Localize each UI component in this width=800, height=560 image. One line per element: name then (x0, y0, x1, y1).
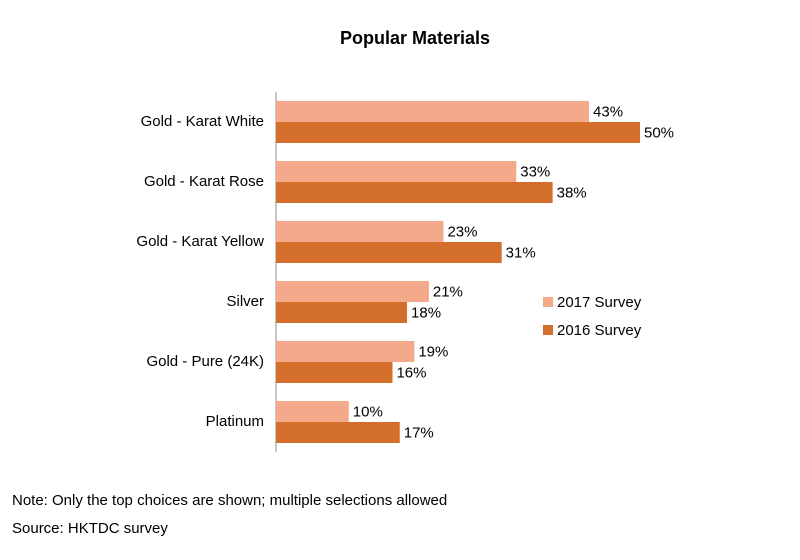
bar-series-1 (276, 341, 415, 362)
bar-series-2 (276, 242, 502, 263)
bar-series-1 (276, 101, 590, 122)
data-label: 38% (557, 185, 587, 202)
bar-series-2 (276, 362, 393, 383)
data-label: 18% (411, 305, 441, 322)
bar-series-2 (276, 422, 400, 443)
category-label: Platinum (206, 413, 264, 430)
bar-series-2 (276, 182, 553, 203)
legend-swatch (543, 297, 553, 307)
data-label: 19% (418, 344, 448, 361)
category-label: Gold - Pure (24K) (146, 353, 264, 370)
legend-swatch (543, 325, 553, 335)
bar-series-1 (276, 221, 444, 242)
legend-label: 2017 Survey (557, 294, 642, 311)
footnote-note: Note: Only the top choices are shown; mu… (12, 492, 448, 509)
bar-series-1 (276, 401, 349, 422)
bar-series-1 (276, 281, 429, 302)
data-label: 50% (644, 125, 674, 142)
data-label: 33% (520, 164, 550, 181)
category-labels: Gold - Karat White Gold - Karat Rose Gold … (136, 113, 264, 430)
data-label: 16% (396, 365, 426, 382)
footnote-source: Source: HKTDC survey (12, 520, 168, 537)
bar-series-1 (276, 161, 517, 182)
category-label: Gold - Karat Yellow (136, 233, 264, 250)
data-label: 43% (593, 104, 623, 121)
data-label: 10% (353, 404, 383, 421)
bar-series-2 (276, 122, 640, 143)
legend-label: 2016 Survey (557, 322, 642, 339)
data-label: 23% (447, 224, 477, 241)
data-label: 31% (506, 245, 536, 262)
category-label: Gold - Karat Rose (144, 173, 264, 190)
category-label: Gold - Karat White (141, 113, 264, 130)
bar-series-2 (276, 302, 408, 323)
legend: 2017 Survey 2016 Survey (543, 294, 642, 339)
category-label: Silver (226, 293, 264, 310)
data-label: 17% (404, 425, 434, 442)
data-label: 21% (433, 284, 463, 301)
bars-group: 43% 50% 33% 38% 23% 31% 21% 18% 19% 16% 10% 17% (276, 101, 674, 443)
chart-title: Popular Materials (340, 28, 490, 48)
